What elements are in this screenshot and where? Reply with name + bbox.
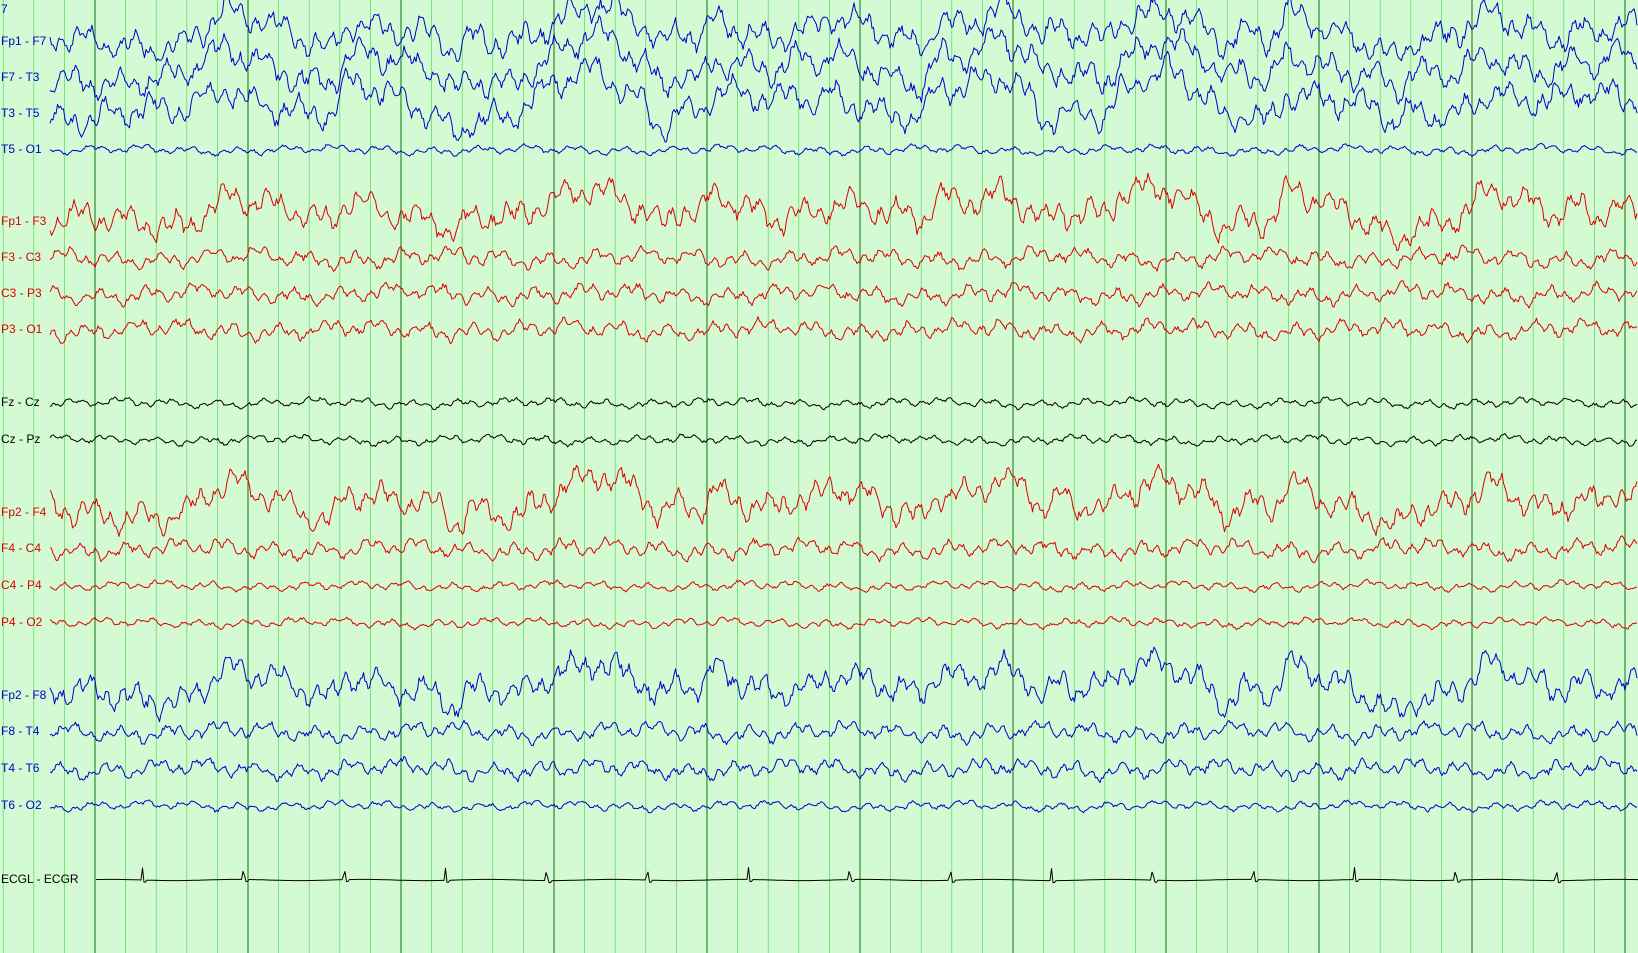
trace-fp2-f4 [49, 463, 1638, 537]
trace-f8-t4 [49, 719, 1638, 747]
trace-c3-p3 [49, 280, 1638, 309]
trace-p3-o1 [49, 316, 1638, 345]
channel-label: F8 - T4 [1, 724, 40, 738]
page-number: 7 [1, 2, 8, 16]
channel-label: Fp1 - F3 [1, 214, 47, 228]
trace-t4-t6 [49, 755, 1638, 784]
channel-label: F4 - C4 [1, 541, 41, 555]
channel-label: Fp2 - F4 [1, 505, 47, 519]
channel-label-group: Fp1 - F7 F7 - T3 T3 - T5 T5 - O1 Fp1 - F3 F3 … [1, 34, 79, 886]
channel-label: Cz - Pz [1, 432, 40, 446]
trace-fp2-f8 [49, 646, 1638, 723]
trace-t3-t5 [49, 50, 1638, 143]
trace-t6-o2 [49, 799, 1638, 814]
trace-ecgl-ecgr [95, 867, 1638, 884]
trace-c4-p4 [49, 578, 1638, 593]
trace-f7-t3 [49, 15, 1638, 105]
trace-group [49, 0, 1638, 884]
trace-fp1-f7 [49, 0, 1638, 62]
channel-label: T3 - T5 [1, 106, 40, 120]
trace-fp1-f3 [49, 172, 1638, 252]
channel-label: ECGL - ECGR [1, 872, 79, 886]
channel-label: T5 - O1 [1, 142, 42, 156]
trace-f3-c3 [49, 244, 1638, 272]
channel-label: Fp2 - F8 [1, 688, 47, 702]
trace-t5-o1 [49, 142, 1638, 157]
channel-label: T4 - T6 [1, 761, 40, 775]
channel-label: Fz - Cz [1, 395, 40, 409]
channel-label: C4 - P4 [1, 578, 42, 592]
channel-label: F3 - C3 [1, 250, 41, 264]
trace-p4-o2 [49, 616, 1638, 631]
channel-label: P4 - O2 [1, 615, 43, 629]
channel-label: F7 - T3 [1, 70, 40, 84]
channel-label: P3 - O1 [1, 322, 43, 336]
trace-cz-pz [49, 433, 1638, 448]
channel-label: Fp1 - F7 [1, 34, 47, 48]
trace-fz-cz [49, 396, 1638, 411]
channel-label: T6 - O2 [1, 798, 42, 812]
trace-f4-c4 [49, 535, 1638, 564]
channel-label: C3 - P3 [1, 286, 42, 300]
